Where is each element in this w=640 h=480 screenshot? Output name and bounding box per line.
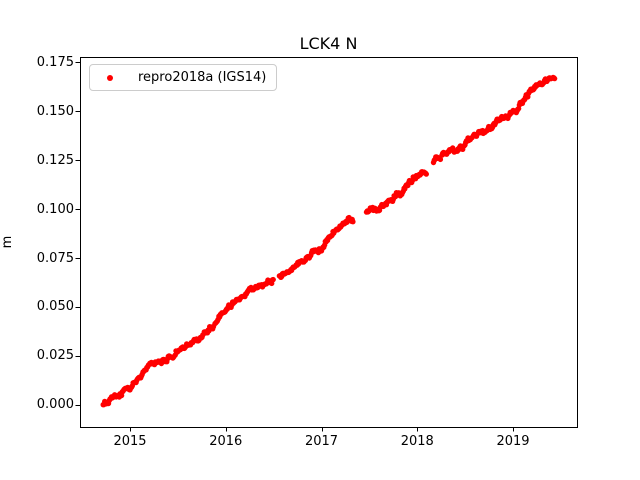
y-axis-tick-label: 0.175: [36, 54, 74, 70]
y-axis-label: m: [0, 235, 15, 249]
x-axis-tick-label: 2015: [113, 434, 147, 449]
scatter-series: [100, 74, 558, 408]
y-axis-tick-label: 0.050: [36, 299, 74, 315]
y-axis-tick-label: 0.125: [36, 152, 74, 168]
x-axis-tick-label: 2016: [209, 434, 243, 449]
y-axis-tick-label: 0.100: [36, 201, 74, 217]
y-axis-tick-label: 0.150: [36, 103, 74, 119]
legend: repro2018a (IGS14): [89, 64, 277, 91]
y-axis-tick-label: 0.075: [36, 250, 74, 266]
y-axis-tick-label: 0.000: [36, 397, 74, 413]
chart-title: LCK4 N: [299, 34, 358, 53]
legend-marker-icon: [107, 74, 113, 81]
tick-marks: [75, 62, 514, 432]
legend-label: repro2018a (IGS14): [138, 70, 267, 85]
x-axis-tick-label: 2017: [304, 434, 339, 449]
axes-frame: [80, 57, 578, 428]
x-axis-tick-label: 2019: [496, 434, 530, 449]
x-axis-tick-label: 2018: [400, 434, 434, 449]
y-axis-tick-label: 0.025: [36, 348, 74, 364]
legend-handle: [90, 74, 130, 81]
